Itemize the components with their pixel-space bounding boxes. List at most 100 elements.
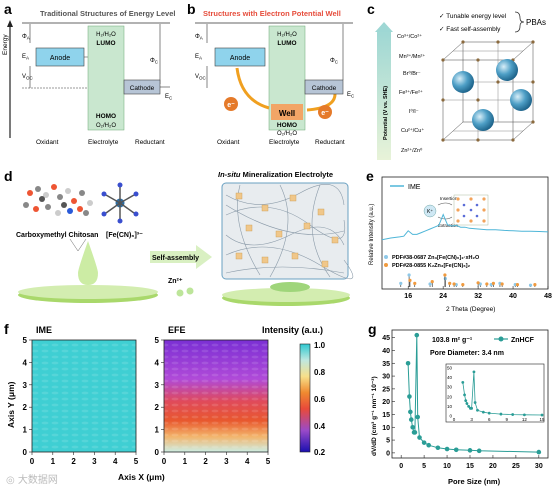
e-xticks: 16 24 32 40 48 [404,286,552,300]
zncf-point-12 [435,445,441,451]
e-xtick-40: 40 [509,293,517,300]
potential-axis-label: Potential (V vs. SHE) [383,86,389,140]
check-tunable: ✓ Tunable energy level [439,13,507,20]
electrolyte-label-b: Electrolyte [269,139,300,146]
inset-xtick-12: 12 [522,417,528,422]
ref-marker-1-0 [408,278,412,282]
g-ytick-0: 0 [386,450,390,457]
g-xtick-20: 20 [489,463,497,470]
pdf2-legend-label: PDF#28-0855 K₂Zn₃[Fe(CN)₆]₂ [392,263,471,269]
inset-point-10 [481,410,485,414]
inset-xtick-0: 0 [453,417,456,422]
ref-marker-1-7 [476,281,480,285]
inset-point-0 [461,381,465,384]
zncf-legend-marker [498,336,504,342]
inset-point-13 [511,413,515,416]
lumo-couple: H₂/H₂O [96,32,116,38]
electrolyte-label: Electrolyte [88,139,119,146]
ref-marker-1-9 [491,281,495,285]
inset-ytick-40: 40 [447,375,453,380]
g-xtick-30: 30 [535,463,543,470]
efe-ytick-5: 5 [155,336,160,345]
level-zn: Zn²⁺/Zn⁰ [401,147,423,154]
ime-xtick-1: 1 [51,457,56,466]
electron-left-label: e⁻ [227,102,235,109]
ref-marker-1-12 [533,283,537,287]
well-box [271,104,303,120]
ref-marker-1-1 [413,281,417,285]
lattice-ion-4 [472,109,494,131]
panel-d-letter: d [4,168,13,184]
ime-ytick-0: 0 [23,448,28,457]
ime-xrd-line [381,213,549,241]
mineralization-title: In-situ Mineralization Electrolyte [218,170,333,179]
ime-xtick-3: 3 [92,457,97,466]
inset-xtick-15: 15 [539,417,545,422]
efe-xtick-5: 5 [266,457,271,466]
solution-droplet [78,241,98,285]
inset-ytick-50: 50 [447,366,453,371]
efe-ytick-1: 1 [155,426,160,435]
efe-xtick-0: 0 [162,457,167,466]
substrate-dish-right-top [222,288,350,302]
anode-to-well-arrow [235,67,270,110]
phi-a: ΦA [22,34,30,41]
ref-marker-1-6 [461,283,465,287]
panel-g: g dV/dD (cm³ g⁻¹ nm⁻¹ 10⁻³) Pore Size (n… [364,318,554,490]
ref-marker-1-11 [515,283,520,287]
zncf-point-2 [408,409,413,415]
efe-ytick-4: 4 [155,358,160,367]
inset-point-15 [540,413,544,417]
inset-point-2 [464,399,468,403]
xrd-plot [381,213,549,287]
inset-point-14 [523,413,526,417]
homo-label: HOMO [96,113,116,120]
ime-ytick-3: 3 [23,381,28,390]
e-c: EC [165,94,173,101]
extraction-label: Extraction [438,223,459,228]
g-ytick-20: 20 [382,399,390,406]
cbar-tick-0.4: 0.4 [314,422,326,431]
e-xtick-24: 24 [439,293,447,300]
ime-xtick-4: 4 [113,457,118,466]
zncf-point-11 [426,442,432,448]
efe-xtick-4: 4 [245,457,250,466]
zncf-point-15 [467,448,473,453]
pdf1-legend-marker [384,255,388,259]
electrolyte-box [87,25,125,131]
cbar-tick-0.8: 0.8 [314,368,326,377]
zncf-point-16 [476,448,482,454]
e-xtick-48: 48 [544,293,552,300]
ref-marker-0-9 [528,283,533,287]
oxidant-label: Oxidant [36,139,59,146]
anode-label-b: Anode [230,55,250,62]
ime-xtick-2: 2 [71,457,76,466]
pbas-brace [514,11,525,33]
homo-couple-b: O₂/H₂O [277,131,297,137]
electron-right [318,105,332,119]
well-label: Well [279,109,295,118]
g-ytick-40: 40 [382,348,390,355]
efe-map-title: EFE [168,325,186,335]
ime-xtick-5: 5 [134,457,139,466]
g-xtick-5: 5 [422,463,426,470]
ref-marker-0-2 [428,282,432,286]
efe-heatmap-texture [164,340,268,452]
pbas-label: PBAs [526,18,546,27]
ref-marker-0-3 [443,277,447,281]
cbar-tick-1.0: 1.0 [314,341,326,350]
inset-ytick-0: 0 [449,414,452,419]
inset-point-7 [472,370,476,374]
panel-a-letter: a [4,1,12,17]
level-fe: Fe³⁺/Fe²⁺ [399,89,423,96]
ref-marker-1-2 [430,280,434,284]
ime-frame [31,339,137,453]
panel-e-letter: e [366,168,374,184]
lumo-label-b: LUMO [277,40,296,47]
panel-f: f IME EFE Intensity (a.u.) 1.0 0.8 0.6 0… [0,318,360,490]
ref-marker-1-3 [443,273,447,277]
inset-ytick-20: 20 [447,394,453,399]
g-ytick-35: 35 [382,361,390,368]
v-oc-b: VOC [195,74,207,81]
zncf-point-9 [417,435,422,440]
